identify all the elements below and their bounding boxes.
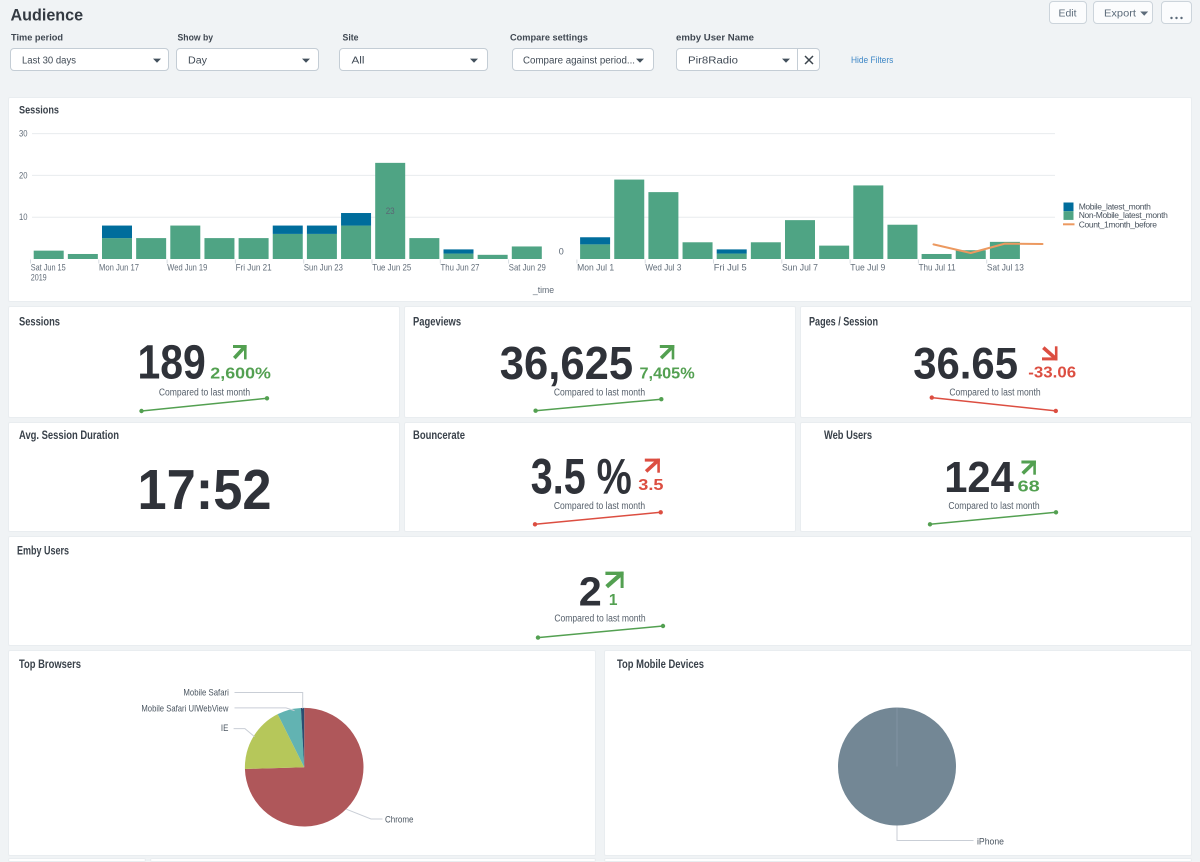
svg-text:Mobile_latest_month: Mobile_latest_month: [1079, 201, 1151, 211]
svg-text:Non-Mobile_latest_month: Non-Mobile_latest_month: [1079, 210, 1168, 220]
svg-text:Sessions: Sessions: [19, 105, 59, 117]
svg-text:Mobile Safari UIWebView: Mobile Safari UIWebView: [141, 704, 228, 715]
svg-text:36.65: 36.65: [913, 339, 1018, 388]
svg-text:Tue Jun 25: Tue Jun 25: [372, 263, 411, 274]
svg-text:Sun Jun 23: Sun Jun 23: [304, 263, 343, 274]
svg-text:Compared to last month: Compared to last month: [948, 501, 1039, 512]
svg-text:189: 189: [138, 336, 206, 390]
svg-text:Compared to last month: Compared to last month: [554, 388, 645, 399]
svg-text:Day: Day: [188, 56, 207, 67]
svg-text:10: 10: [19, 212, 28, 222]
svg-text:iPhone: iPhone: [977, 837, 1004, 848]
svg-text:68: 68: [1018, 478, 1041, 495]
svg-text:7,405%: 7,405%: [640, 365, 695, 382]
svg-text:Wed Jun 19: Wed Jun 19: [167, 263, 207, 274]
svg-text:Compare settings: Compare settings: [510, 33, 588, 44]
svg-text:Count_1month_before: Count_1month_before: [1079, 219, 1158, 229]
svg-text:Compared to last month: Compared to last month: [554, 614, 645, 625]
svg-text:Chrome: Chrome: [385, 815, 414, 826]
svg-text:Compare against period...: Compare against period...: [523, 56, 635, 67]
svg-text:Tue Jul 9: Tue Jul 9: [850, 263, 885, 274]
svg-text:Mobile Safari: Mobile Safari: [183, 688, 229, 699]
svg-text:Avg. Session Duration: Avg. Session Duration: [19, 430, 119, 442]
svg-text:Sat Jun 29: Sat Jun 29: [509, 263, 546, 274]
svg-text:Pages / Session: Pages / Session: [809, 317, 878, 329]
svg-text:0: 0: [559, 247, 564, 257]
svg-text:Hide Filters: Hide Filters: [851, 55, 894, 66]
svg-text:_time: _time: [532, 285, 554, 296]
svg-text:30: 30: [19, 129, 28, 139]
svg-text:Compared to last month: Compared to last month: [554, 501, 645, 512]
svg-text:20: 20: [19, 170, 28, 180]
svg-text:23: 23: [386, 206, 395, 216]
svg-text:Emby Users: Emby Users: [17, 546, 69, 558]
svg-text:Mon Jun 17: Mon Jun 17: [99, 263, 139, 274]
svg-text:124: 124: [944, 453, 1014, 502]
svg-text:3.5 %: 3.5 %: [531, 449, 632, 505]
svg-text:2,600%: 2,600%: [210, 365, 271, 382]
svg-text:Sat Jun 15: Sat Jun 15: [31, 263, 66, 274]
svg-text:Show by: Show by: [178, 33, 214, 44]
svg-text:Export: Export: [1104, 8, 1136, 20]
svg-text:Fri Jun 21: Fri Jun 21: [236, 263, 272, 274]
svg-text:Web Users: Web Users: [824, 430, 872, 442]
svg-text:Site: Site: [343, 33, 359, 44]
svg-text:Sat Jul 13: Sat Jul 13: [987, 263, 1024, 274]
svg-text:Audience: Audience: [11, 6, 84, 24]
svg-text:Mon Jul 1: Mon Jul 1: [577, 263, 614, 274]
svg-text:Edit: Edit: [1059, 8, 1077, 20]
svg-text:17:52: 17:52: [138, 458, 272, 522]
svg-text:-33.06: -33.06: [1028, 364, 1076, 381]
svg-text:Compared to last month: Compared to last month: [159, 388, 250, 399]
svg-text:Time period: Time period: [11, 33, 63, 44]
svg-text:Sun Jul 7: Sun Jul 7: [782, 263, 818, 274]
svg-text:3.5: 3.5: [638, 477, 664, 494]
svg-text:Sessions: Sessions: [19, 317, 60, 329]
svg-text:1: 1: [609, 592, 618, 609]
svg-text:Fri Jul 5: Fri Jul 5: [714, 263, 747, 274]
svg-text:emby User Name: emby User Name: [676, 33, 754, 44]
svg-text:2019: 2019: [31, 272, 47, 283]
svg-text:2: 2: [579, 568, 602, 614]
svg-text:Thu Jul 11: Thu Jul 11: [919, 263, 956, 274]
svg-text:All: All: [352, 56, 365, 67]
svg-text:Pir8Radio: Pir8Radio: [688, 56, 738, 67]
svg-text:Last 30 days: Last 30 days: [22, 56, 76, 67]
svg-text:IE: IE: [221, 723, 229, 734]
svg-text:Pageviews: Pageviews: [413, 317, 461, 329]
svg-text:Top Mobile Devices: Top Mobile Devices: [617, 659, 704, 671]
svg-text:36,625: 36,625: [500, 337, 633, 389]
svg-text:Compared to last month: Compared to last month: [949, 388, 1040, 399]
svg-text:Top Browsers: Top Browsers: [19, 659, 81, 671]
svg-text:Bouncerate: Bouncerate: [413, 430, 465, 442]
svg-text:Thu Jun 27: Thu Jun 27: [441, 263, 480, 274]
svg-text:Wed Jul 3: Wed Jul 3: [645, 263, 681, 274]
